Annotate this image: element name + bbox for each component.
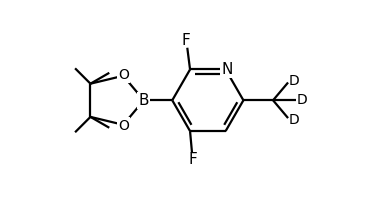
Text: F: F xyxy=(189,152,197,167)
Text: D: D xyxy=(289,113,300,127)
Text: D: D xyxy=(289,73,300,88)
Text: O: O xyxy=(118,119,129,133)
Text: B: B xyxy=(139,93,149,108)
Text: F: F xyxy=(182,33,191,48)
Text: D: D xyxy=(297,93,308,107)
Text: O: O xyxy=(118,68,129,82)
Text: N: N xyxy=(222,62,233,77)
